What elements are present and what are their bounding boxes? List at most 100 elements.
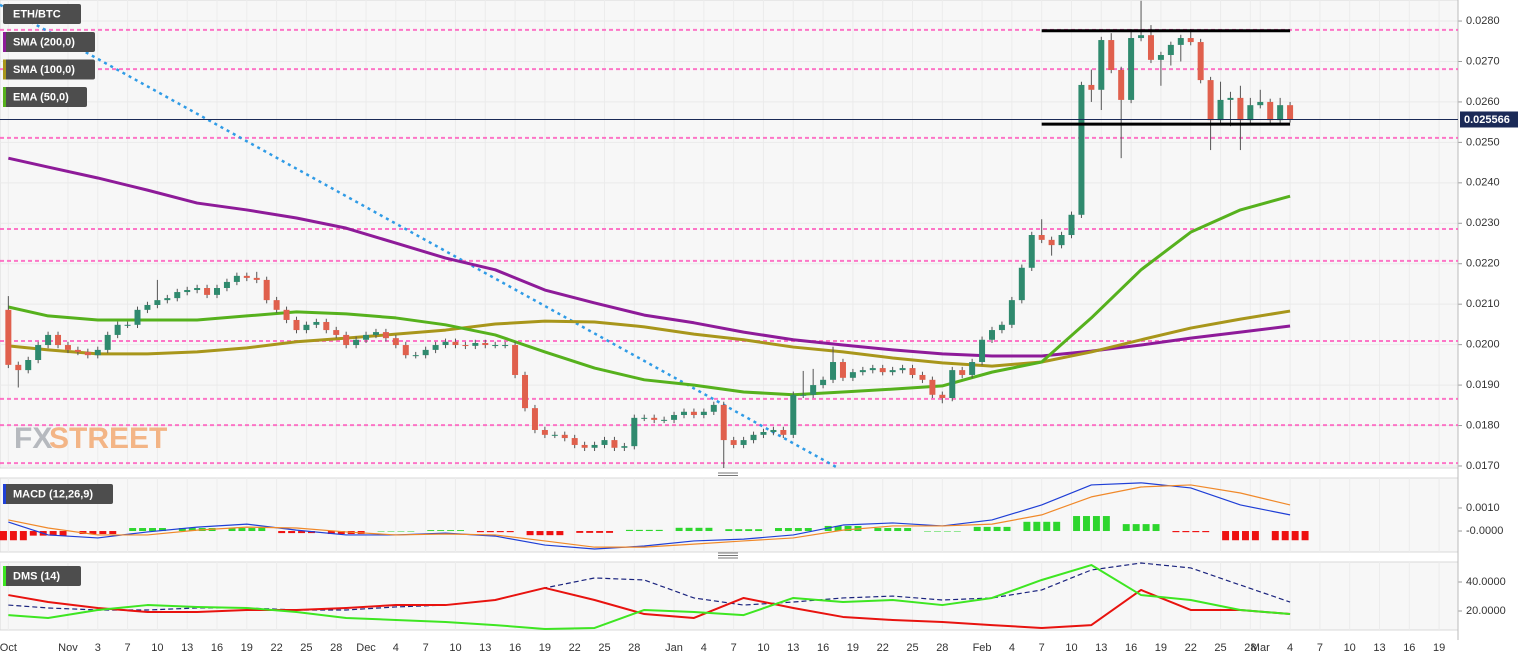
candle-body xyxy=(959,370,966,375)
x-tick-label: 16 xyxy=(1125,642,1137,654)
y-tick-label: 0.0230 xyxy=(1466,217,1500,229)
histogram-bar xyxy=(922,531,963,532)
histogram-bar xyxy=(0,531,29,541)
candle-body xyxy=(124,324,131,326)
candle-body xyxy=(979,339,986,363)
legend-swatch xyxy=(3,59,6,80)
y-tick-label: -0.0000 xyxy=(1466,525,1503,537)
legend-label: DMS (14) xyxy=(13,570,60,582)
legend-swatch xyxy=(3,87,6,107)
x-tick-label: 4 xyxy=(1287,642,1293,654)
candle-body xyxy=(859,370,866,373)
candle-body xyxy=(74,349,81,352)
candle-body xyxy=(1038,235,1045,240)
candle-body xyxy=(680,411,687,416)
histogram-bar xyxy=(723,529,764,532)
candle-body xyxy=(839,362,846,378)
candle-body xyxy=(730,440,737,445)
histogram-bar xyxy=(1270,531,1310,541)
histogram-bar xyxy=(127,528,168,532)
candle-body xyxy=(432,345,439,350)
candle-body xyxy=(740,440,747,445)
panel-background xyxy=(0,0,1459,469)
candle-body xyxy=(502,345,509,347)
candle-body xyxy=(800,394,807,396)
x-tick-label: 25 xyxy=(1214,642,1226,654)
y-tick-label: 0.0240 xyxy=(1466,177,1500,189)
candle-body xyxy=(412,355,419,357)
moving-average xyxy=(8,309,1291,368)
legend-box xyxy=(3,59,95,80)
candle-body xyxy=(482,343,489,346)
candle-body xyxy=(402,345,409,356)
histogram-bar xyxy=(773,528,814,532)
candle-body xyxy=(84,351,91,356)
x-tick-label: Mar xyxy=(1251,642,1270,654)
candle-body xyxy=(363,334,370,340)
candle-body xyxy=(1068,214,1075,236)
candle-body xyxy=(700,411,707,416)
histogram-bar xyxy=(475,531,516,533)
candle-body xyxy=(601,440,608,445)
x-tick-label: 28 xyxy=(330,642,342,654)
legend-label: SMA (200,0) xyxy=(13,36,75,48)
panel-background xyxy=(0,561,1459,631)
candle-body xyxy=(263,279,270,301)
candle-body xyxy=(233,275,240,282)
histogram-bar xyxy=(574,531,615,533)
candle-body xyxy=(273,300,280,310)
candle-body xyxy=(462,345,469,347)
candle-body xyxy=(253,277,260,280)
candle-body xyxy=(671,415,678,420)
candle-body xyxy=(1197,42,1204,81)
x-tick-label: 13 xyxy=(1373,642,1385,654)
x-tick-label: 28 xyxy=(1244,642,1256,654)
histogram-bar xyxy=(624,529,665,532)
candle-body xyxy=(849,372,856,378)
candle-body xyxy=(1108,40,1115,70)
candle-body xyxy=(204,288,211,295)
candle-body xyxy=(1048,239,1055,246)
candle-body xyxy=(1078,84,1085,215)
x-tick-label: Dec xyxy=(356,642,376,654)
candle-body xyxy=(392,338,399,346)
x-tick-label: 25 xyxy=(598,642,610,654)
candle-body xyxy=(283,309,290,320)
candle-body xyxy=(820,379,827,386)
candle-body xyxy=(1247,105,1254,121)
candle-body xyxy=(293,319,300,331)
candle-body xyxy=(55,334,62,346)
x-tick-label: 25 xyxy=(906,642,918,654)
candle-body xyxy=(5,309,12,365)
x-tick-label: 22 xyxy=(1185,642,1197,654)
candle-body xyxy=(631,417,638,447)
candle-body xyxy=(551,434,558,436)
candle-body xyxy=(353,339,360,346)
last-price-box xyxy=(1460,111,1518,128)
x-tick-label: 10 xyxy=(1344,642,1356,654)
candle-body xyxy=(1008,300,1015,325)
x-tick-label: 4 xyxy=(393,642,399,654)
y-tick-label: 0.0280 xyxy=(1466,15,1500,27)
candle-body xyxy=(214,288,221,295)
y-tick-label: 0.0010 xyxy=(1466,502,1500,514)
x-tick-label: 16 xyxy=(817,642,829,654)
candle-body xyxy=(492,345,499,347)
candle-body xyxy=(750,434,757,441)
candle-body xyxy=(591,444,598,448)
x-tick-label: 13 xyxy=(1095,642,1107,654)
candle-body xyxy=(174,292,181,299)
x-tick-label: 19 xyxy=(847,642,859,654)
x-tick-label: Feb xyxy=(973,642,992,654)
histogram-bar xyxy=(525,531,565,536)
candle-body xyxy=(879,368,886,373)
candle-body xyxy=(760,432,767,435)
legend-swatch xyxy=(3,566,6,586)
legend-label: SMA (100,0) xyxy=(13,64,75,76)
candle-body xyxy=(571,438,578,445)
histogram-bar xyxy=(1021,521,1062,532)
candle-body xyxy=(25,360,32,371)
candle-body xyxy=(94,349,101,356)
candle-body xyxy=(442,341,449,346)
y-tick-label: 40.0000 xyxy=(1466,576,1506,588)
